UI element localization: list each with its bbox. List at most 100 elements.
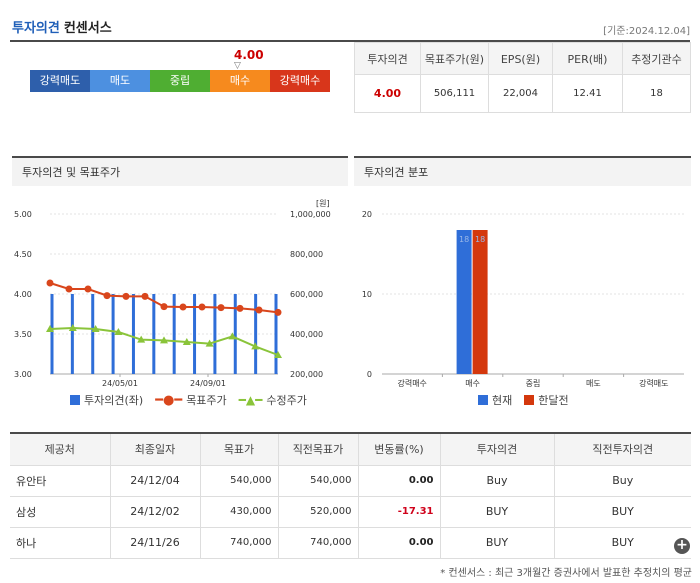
- category-label: 매도: [586, 379, 601, 388]
- legend-label: 수정주가: [266, 394, 307, 407]
- target-point: [84, 285, 92, 293]
- prev-opinion-cell: Buy: [553, 465, 691, 497]
- target-cell: 740,000: [199, 527, 278, 559]
- line-chart-legend: 투자의견(좌) ━●━ 목표주가 ━▲━ 수정주가: [70, 392, 307, 408]
- prev-target-cell: 740,000: [277, 527, 358, 559]
- provider-table: 제공처 최종일자 목표가 직전목표가 변동률(%) 투자의견 직전투자의견 유안…: [10, 432, 691, 559]
- y-left-tick: 4.50: [14, 250, 32, 259]
- x-tick: 24/05/01: [102, 379, 138, 388]
- opinion-bar: [254, 294, 258, 374]
- legend-marker-price-icon: ━▲━: [238, 393, 263, 407]
- scale-segment: 매수: [210, 70, 270, 92]
- target-point: [179, 303, 187, 311]
- bar-chart-legend: 현재 한달전: [478, 392, 569, 408]
- opinion-bar: [152, 294, 156, 374]
- prev-target-cell: 520,000: [277, 496, 358, 528]
- legend-swatch-month-ago: [524, 395, 535, 405]
- data-label: 18: [459, 235, 469, 244]
- target-cell: 430,000: [199, 496, 278, 528]
- opinion-bar: [193, 294, 197, 374]
- price-point: [91, 325, 100, 332]
- distribution-bar: [456, 230, 472, 374]
- y-right-tick: 800,000: [290, 250, 323, 259]
- target-point: [198, 303, 206, 311]
- table-row: 삼성 24/12/02 430,000 520,000 -17.31 BUY BUY: [10, 496, 691, 528]
- date-cell: 24/12/02: [109, 496, 200, 528]
- opinion-bar: [172, 294, 176, 374]
- target-point: [236, 304, 244, 312]
- legend-label: 현재: [492, 394, 513, 407]
- price-point: [274, 351, 282, 358]
- opinion-bar: [91, 294, 95, 374]
- provider-cell: 삼성: [10, 496, 110, 528]
- price-point: [228, 332, 237, 340]
- price-point: [46, 325, 54, 332]
- add-icon[interactable]: +: [674, 538, 690, 554]
- footnote: * 컨센서스 : 최근 3개월간 증권사에서 발표한 추정치의 평균: [440, 568, 692, 579]
- target-point: [255, 306, 263, 314]
- price-point: [68, 324, 77, 331]
- table-header: 제공처: [10, 432, 110, 466]
- opinion-bar: [233, 294, 237, 374]
- prev-target-cell: 540,000: [277, 465, 358, 497]
- provider-cell: 하나: [10, 527, 110, 559]
- category-label: 강력매수: [397, 378, 426, 388]
- legend-label: 투자의견(좌): [84, 394, 144, 407]
- price-point: [182, 338, 191, 345]
- opinion-cell: BUY: [439, 527, 554, 559]
- summary-header: PER(배): [552, 42, 623, 75]
- y-tick: 10: [362, 290, 372, 299]
- table-row: 유안타 24/12/04 540,000 540,000 0.00 Buy Buy: [10, 465, 691, 497]
- target-point: [217, 304, 225, 312]
- target-point: [274, 308, 282, 316]
- legend-label: 한달전: [538, 394, 569, 407]
- opinion-bar: [274, 294, 278, 374]
- table-header: 최종일자: [109, 432, 200, 466]
- y-right-unit: [원]: [316, 199, 330, 208]
- opinion-bar: [213, 294, 217, 374]
- y-left-tick: 4.00: [14, 290, 32, 299]
- legend-swatch-opinion: [70, 395, 80, 405]
- opinion-cell: BUY: [439, 496, 554, 528]
- table-header: 변동률(%): [357, 432, 440, 466]
- distribution-bar: [472, 230, 488, 374]
- y-right-tick: 200,000: [290, 370, 323, 379]
- summary-target-price: 506,111: [420, 74, 489, 113]
- provider-cell: 유안타: [10, 465, 110, 497]
- y-left-tick: 3.50: [14, 330, 32, 339]
- y-left-tick: 3.00: [14, 370, 32, 379]
- category-label: 강력매도: [639, 378, 668, 388]
- table-row: 하나 24/11/26 740,000 740,000 0.00 BUY BUY: [10, 527, 691, 559]
- summary-header: 목표주가(원): [420, 42, 489, 75]
- title-sub: 컨센서스: [63, 21, 112, 36]
- summary-header: 투자의견: [354, 42, 421, 75]
- y-right-tick: 600,000: [290, 290, 323, 299]
- table-header: 목표가: [199, 432, 278, 466]
- opinion-score: 4.00: [234, 48, 264, 62]
- legend-swatch-current: [478, 395, 488, 405]
- y-tick: 20: [362, 210, 372, 219]
- date-cell: 24/11/26: [109, 527, 200, 559]
- opinion-price-chart: 5.00 1,000,000 4.50 800,000 4.00 600,000 3.50 4…: [14, 199, 331, 388]
- opinion-distribution-chart: 20 10 0 강력매수 매수 18 18 중립 매도 강력매도: [362, 210, 684, 388]
- prev-opinion-cell: BUY: [553, 527, 691, 559]
- summary-per: 12.41: [552, 74, 623, 113]
- scale-segment: 매도: [90, 70, 150, 92]
- table-header: 직전투자의견: [553, 432, 691, 466]
- price-point: [251, 342, 260, 350]
- summary-header: EPS(원): [488, 42, 553, 75]
- scale-segment: 강력매도: [30, 70, 90, 92]
- opinion-bar: [50, 294, 54, 374]
- y-tick: 0: [367, 370, 372, 379]
- target-point: [141, 292, 149, 300]
- page-title: 투자의견 컨센서스: [12, 17, 112, 36]
- change-cell: 0.00: [357, 527, 440, 559]
- date-cell: 24/12/04: [109, 465, 200, 497]
- summary-institutions: 18: [622, 74, 691, 113]
- x-tick: 24/09/01: [190, 379, 226, 388]
- opinion-bar: [70, 294, 74, 374]
- opinion-bar: [131, 294, 135, 374]
- target-point: [160, 303, 168, 311]
- summary-opinion: 4.00: [354, 74, 421, 113]
- legend-label: 목표주가: [186, 394, 227, 407]
